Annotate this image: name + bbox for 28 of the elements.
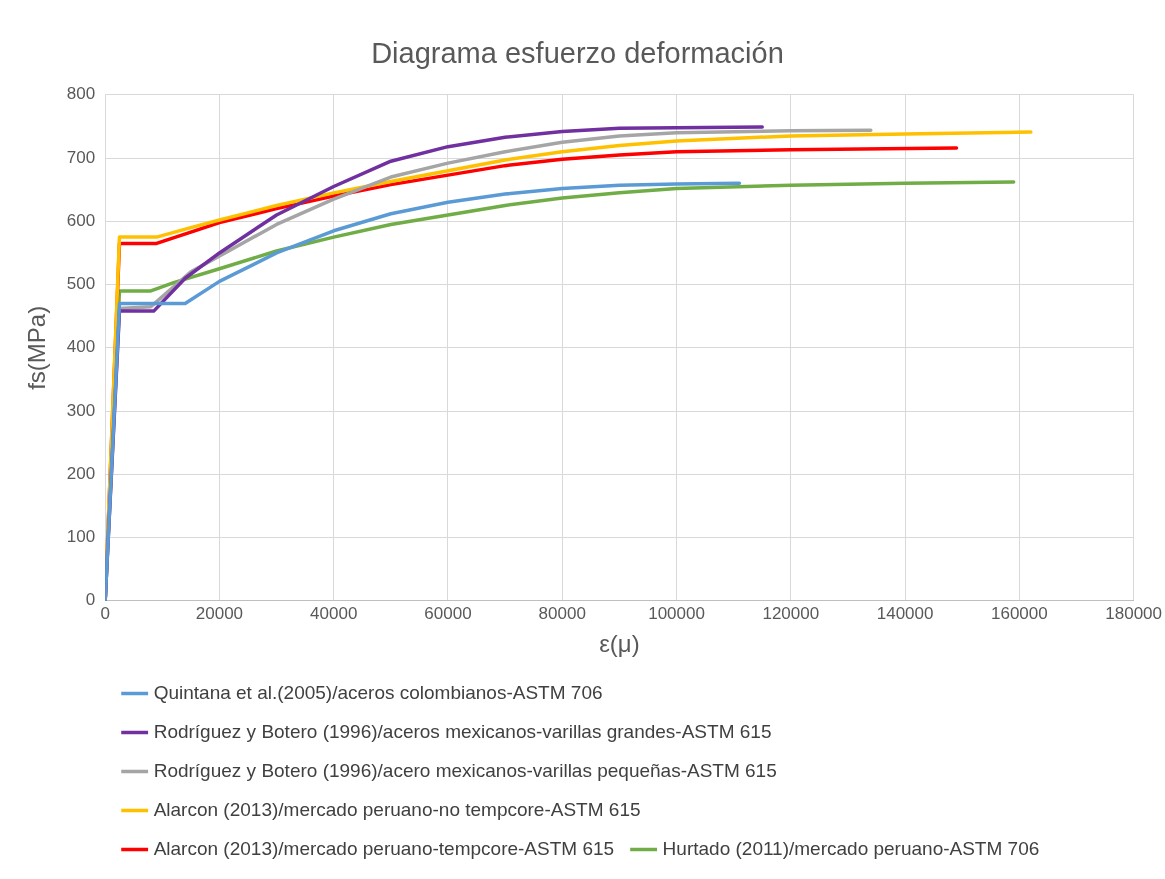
y-axis-title: fs(MPa) — [23, 305, 51, 390]
y-tick-label: 500 — [66, 274, 96, 294]
x-tick-label: 140000 — [876, 603, 934, 623]
y-tick-label: 0 — [85, 590, 96, 610]
x-tick-label: 40000 — [310, 603, 358, 623]
x-axis-title: ε(μ) — [599, 630, 640, 658]
y-tick-label: 800 — [66, 84, 96, 104]
legend-label: Alarcon (2013)/mercado peruano-no tempcore-ASTM 615 — [153, 798, 641, 820]
x-tick-label: 20000 — [195, 603, 244, 623]
y-tick-label: 100 — [66, 527, 96, 547]
y-tick-label: 600 — [66, 210, 96, 230]
legend-label: Quintana et al.(2005)/aceros colombianos-ASTM 706 — [153, 681, 603, 703]
x-tick-label: 100000 — [648, 603, 705, 623]
x-tick-label: 120000 — [762, 603, 820, 623]
y-tick-label: 200 — [66, 463, 96, 483]
legend-label: Rodríguez y Botero (1996)/acero mexicanos-varillas pequeñas-ASTM 615 — [153, 759, 777, 781]
y-tick-label: 300 — [66, 400, 96, 420]
x-tick-label: 80000 — [538, 603, 586, 623]
x-tick-label: 160000 — [990, 603, 1048, 623]
x-tick-label: 0 — [100, 603, 110, 623]
x-tick-label: 60000 — [424, 603, 472, 623]
x-tick-label: 180000 — [1105, 603, 1162, 623]
legend-label: Alarcon (2013)/mercado peruano-tempcore-ASTM 615 — [153, 837, 615, 859]
legend-label: Rodríguez y Botero (1996)/aceros mexicanos-varillas grandes-ASTM 615 — [153, 720, 772, 742]
y-tick-label: 400 — [66, 337, 96, 357]
y-tick-label: 700 — [66, 147, 96, 167]
legend-label: Hurtado (2011)/mercado peruano-ASTM 706 — [662, 837, 1040, 859]
chart-title: Diagrama esfuerzo deformación — [371, 37, 784, 70]
